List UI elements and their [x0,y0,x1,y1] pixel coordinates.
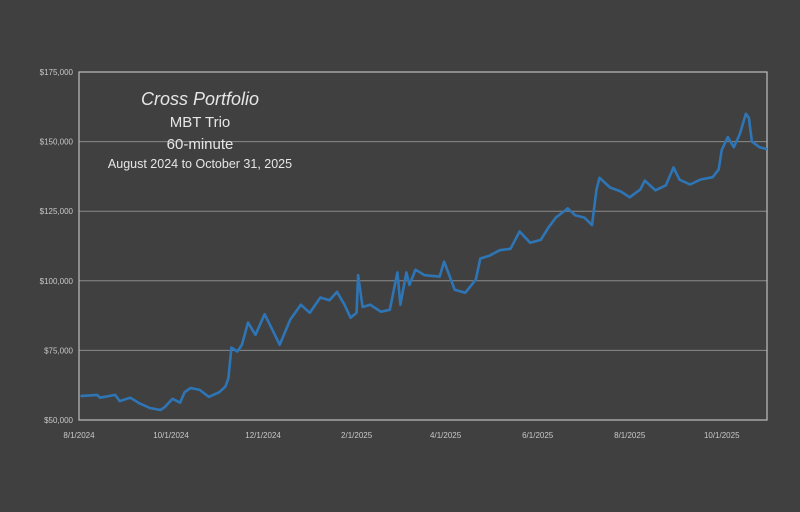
y-tick-label: $175,000 [40,68,74,77]
y-tick-label: $125,000 [40,207,74,216]
x-tick-label: 10/1/2025 [704,431,740,440]
x-tick-label: 10/1/2024 [153,431,189,440]
plot-area-border [78,71,768,421]
x-axis: 8/1/2024 10/1/2024 12/1/2024 2/1/2025 4/1/20… [63,431,740,440]
x-tick-label: 8/1/2024 [63,431,95,440]
chart-subtitle-3: August 2024 to October 31, 2025 [107,157,293,171]
x-tick-label: 4/1/2025 [430,431,462,440]
chart-subtitle-1: MBT Trio [169,114,231,131]
x-tick-label: 12/1/2024 [245,431,281,440]
series-line [80,112,768,412]
y-axis: $50,000 $75,000 $100,000 $125,000 $150,000 $1… [40,68,74,425]
chart-title: Cross Portfolio [140,89,260,109]
x-tick-label: 2/1/2025 [341,431,373,440]
x-tick-label: 8/1/2025 [614,431,646,440]
y-tick-label: $100,000 [40,277,74,286]
y-tick-label: $50,000 [44,416,73,425]
x-tick-label: 6/1/2025 [522,431,554,440]
y-tick-label: $150,000 [40,138,74,147]
chart-subtitle-2: 60-minute [166,136,234,153]
gridlines [79,141,767,351]
y-tick-label: $75,000 [44,346,73,355]
